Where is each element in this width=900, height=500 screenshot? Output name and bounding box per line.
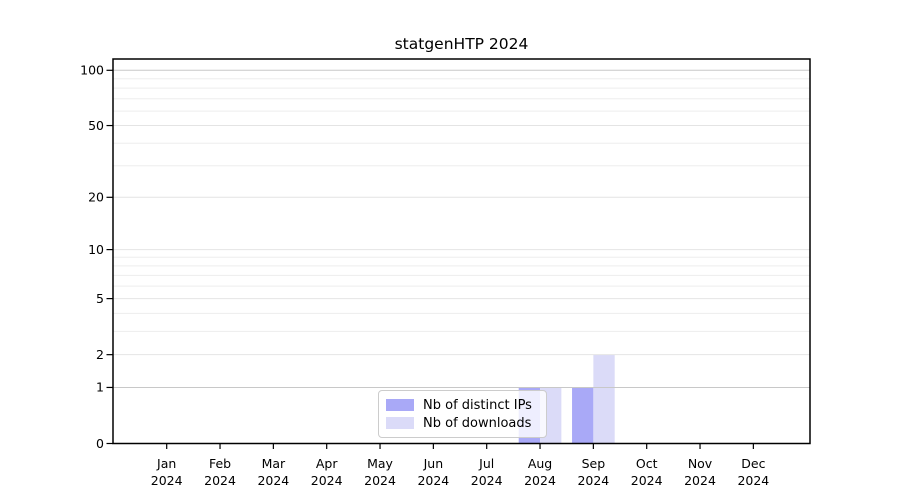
x-tick-year-aug: 2024 [524, 473, 556, 488]
x-tick-label-nov: Nov [688, 456, 713, 471]
x-tick-label-feb: Feb [209, 456, 231, 471]
x-tick-year-apr: 2024 [311, 473, 343, 488]
chart-title: statgenHTP 2024 [394, 35, 529, 53]
x-tick-year-mar: 2024 [257, 473, 289, 488]
x-tick-label-sep: Sep [582, 456, 606, 471]
y-tick-label-20: 20 [88, 190, 104, 205]
x-tick-year-nov: 2024 [684, 473, 716, 488]
bar-sep-series1 [593, 354, 615, 444]
y-tick-label-50: 50 [88, 118, 104, 133]
x-tick-label-jun: Jun [423, 456, 444, 471]
legend-label-downloads: Nb of downloads [423, 415, 532, 431]
x-tick-year-sep: 2024 [577, 473, 609, 488]
y-tick-label-2: 2 [96, 347, 104, 362]
x-tick-label-mar: Mar [262, 456, 286, 471]
x-tick-label-dec: Dec [741, 456, 765, 471]
legend-swatch-distinct-ips [386, 399, 414, 411]
x-tick-year-jul: 2024 [471, 473, 503, 488]
y-tick-label-5: 5 [96, 291, 104, 306]
x-tick-year-jun: 2024 [417, 473, 449, 488]
y-tick-label-10: 10 [88, 242, 104, 257]
y-tick-label-1: 1 [96, 380, 104, 395]
x-tick-label-aug: Aug [528, 456, 552, 471]
plot-frame [112, 58, 811, 445]
x-tick-label-apr: Apr [316, 456, 338, 471]
y-tick-label-0: 0 [96, 436, 104, 451]
x-tick-label-jan: Jan [156, 456, 176, 471]
x-tick-year-oct: 2024 [631, 473, 663, 488]
legend-label-distinct-ips: Nb of distinct IPs [423, 397, 532, 413]
x-tick-year-may: 2024 [364, 473, 396, 488]
y-tick-label-100: 100 [80, 63, 104, 78]
bar-sep-series0 [572, 387, 594, 444]
legend-entry-downloads: Nb of downloads [386, 416, 538, 431]
x-tick-year-feb: 2024 [204, 473, 236, 488]
legend-swatch-downloads [386, 417, 414, 429]
x-tick-year-dec: 2024 [737, 473, 769, 488]
legend-entry-distinct-ips: Nb of distinct IPs [386, 398, 538, 413]
legend: Nb of distinct IPs Nb of downloads [378, 390, 547, 438]
x-tick-label-oct: Oct [636, 456, 658, 471]
x-tick-year-jan: 2024 [151, 473, 183, 488]
x-tick-label-jul: Jul [478, 456, 494, 471]
x-tick-label-may: May [367, 456, 393, 471]
